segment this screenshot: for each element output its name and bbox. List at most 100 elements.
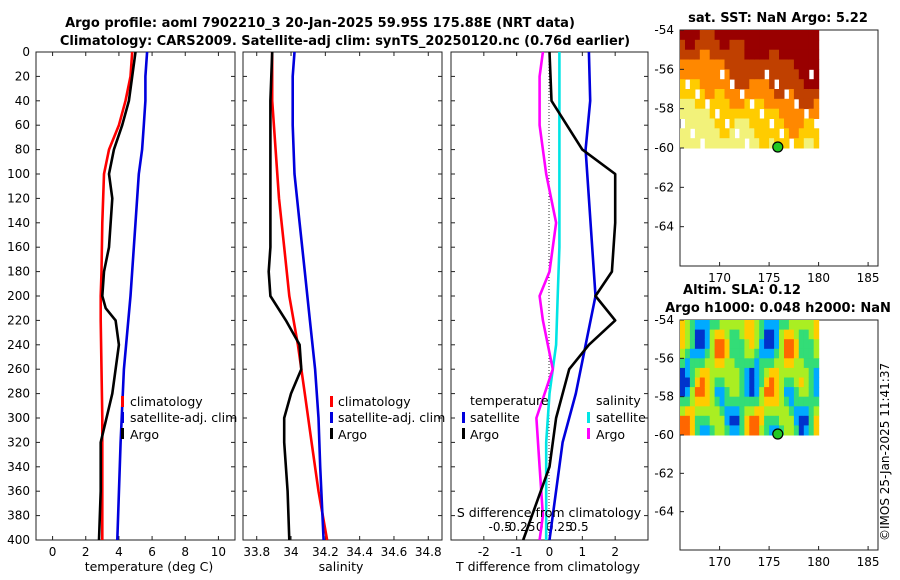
map-cell [699,387,706,398]
map-cell [724,348,730,359]
map-cell [793,348,800,359]
map-cell [694,98,701,110]
legend-marker-climatology [121,396,124,407]
map-cell [680,98,686,110]
legend-label-climatology: climatology [338,394,411,409]
lon-tick-label: 175 [758,555,781,569]
temperature-panel: 0204060801001201401601802002202402602803… [7,45,237,574]
map-cell [759,320,765,331]
y-tick-label: 400 [7,533,30,547]
map-cell [779,49,785,60]
map-cell [788,98,795,110]
map-cell [754,128,760,139]
map-cell [774,415,780,426]
map-cell [704,377,711,388]
map-cell [699,89,706,100]
map-cell [739,348,745,359]
map-cell [798,367,805,378]
map-cell [779,367,785,378]
map-cell [744,367,750,378]
map-cell [709,348,716,359]
y-tick-label: 340 [7,460,30,474]
map-cell [689,377,696,388]
map-cell [769,425,775,436]
map-cell [749,128,755,139]
map-cell [685,406,691,417]
map-cell [769,367,775,378]
x-tick-label: 0 [49,545,57,559]
map-cell [699,425,706,436]
map-cell [724,387,730,398]
map-cell [808,348,815,359]
map-cell [784,59,790,70]
map-cell [749,339,755,350]
map-cell [744,69,750,80]
map-cell [719,406,726,417]
lat-tick-label: -64 [654,505,674,519]
temperature-x-axis: 0 2 4 6 8 10 [49,52,226,559]
map-cell [764,30,770,41]
map-cell [719,98,726,110]
map-cell [689,89,696,100]
map-cell [759,98,765,110]
map-cell [779,118,785,129]
sst-map-lon-axis: 170 175 180 185 [708,262,880,285]
map-cell [724,39,730,51]
map-cell [749,396,755,407]
map-cell [719,377,726,388]
map-cell [709,396,716,407]
map-cell [689,39,696,51]
map-cell [704,79,711,90]
map-cell [734,49,740,60]
map-cell [813,415,820,426]
salinity-x-axis: 33.8 34 34.2 34.4 34.6 34.8 [243,52,442,559]
map-cell [704,406,711,417]
map-cell [784,358,790,369]
map-cell [685,348,691,359]
series-satellite-adj.-clim [116,51,149,541]
map-cell [724,329,730,340]
title-line-1: Argo profile: aoml 7902210_3 20-Jan-2025… [65,16,575,31]
map-cell [734,118,740,129]
y-tick-label: 380 [7,509,30,523]
map-cell [764,59,770,70]
map-cell [744,98,750,110]
map-cell [754,387,760,398]
map-cell [813,396,820,407]
map-cell [680,358,686,369]
map-cell [734,387,740,398]
map-cell [729,320,735,331]
map-cell [729,329,735,340]
map-cell [739,415,745,426]
map-cell [704,329,711,340]
map-cell [769,415,775,426]
map-cell [813,138,820,149]
map-cell [704,89,711,100]
map-cell [749,30,755,41]
map-cell [793,118,800,129]
map-cell [724,396,730,407]
map-cell [754,108,760,119]
map-cell [759,69,765,80]
map-cell [754,425,760,436]
lat-tick-label: -56 [654,62,674,76]
map-cell [788,59,795,70]
map-cell [759,348,765,359]
map-cell [724,138,730,149]
map-cell [734,320,740,331]
map-cell [709,339,716,350]
map-cell [754,339,760,350]
legend-marker-argo [121,428,124,439]
map-cell [813,30,820,41]
map-cell [759,59,765,70]
map-cell [739,377,745,388]
map-cell [694,49,701,60]
map-cell [709,49,716,60]
map-cell [734,339,740,350]
map-cell [793,39,800,51]
map-cell [744,118,750,129]
map-cell [689,387,696,398]
map-cell [793,358,800,369]
map-cell [759,396,765,407]
map-cell [764,415,770,426]
